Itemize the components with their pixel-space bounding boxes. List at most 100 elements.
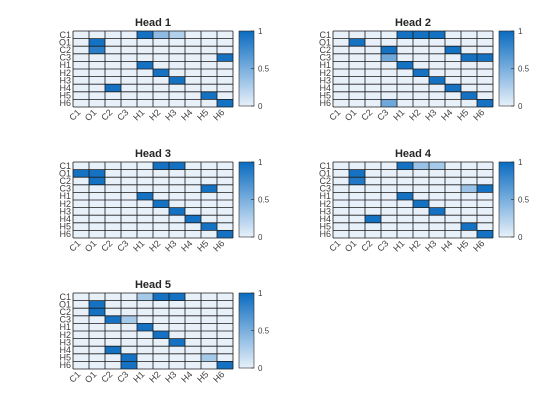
heatmap-cell (185, 230, 201, 238)
colorbar-tick-label: 0.5 (518, 65, 530, 74)
heatmap-cell (137, 338, 153, 347)
heatmap-cell (73, 46, 89, 54)
panel-title: Head 2 (395, 17, 431, 29)
heatmap-cell (413, 38, 429, 47)
heatmap-cell (185, 215, 201, 223)
y-tick-label: H1 (59, 191, 71, 201)
heatmap-cell (185, 308, 201, 316)
heatmap-cell (461, 46, 477, 54)
heatmap-cell (333, 99, 349, 107)
heatmap-cell (169, 91, 185, 100)
heatmap-cell (153, 300, 169, 309)
heatmap-cell (365, 177, 381, 185)
heatmap-cell (89, 230, 105, 238)
heatmap-cell (461, 61, 477, 69)
heatmap-cell (201, 99, 217, 107)
heatmap-cell (365, 69, 381, 77)
heatmap-cell (429, 207, 445, 216)
heatmap-cell (169, 331, 185, 339)
heatmap-cell (477, 207, 493, 216)
heatmap-cell (397, 177, 413, 185)
heatmap-cell (169, 300, 185, 309)
heatmap-cell (185, 315, 201, 324)
heatmap-cell (153, 61, 169, 69)
heatmap-cell (185, 31, 201, 39)
y-tick-label: O1 (319, 168, 331, 178)
heatmap-cell (73, 230, 89, 238)
heatmap-cell (445, 207, 461, 216)
heatmap-cell (333, 230, 349, 238)
heatmap-cell (413, 53, 429, 62)
heatmap-cell (169, 207, 185, 216)
heatmap-cell (217, 76, 233, 85)
heatmap-cell (413, 99, 429, 107)
heatmap-cell (461, 38, 477, 47)
heatmap-cell (153, 38, 169, 47)
y-tick-label: C3 (59, 53, 71, 63)
heatmap-cell (201, 300, 217, 309)
y-tick-label: H5 (59, 353, 71, 363)
x-tick-label: H6 (471, 238, 486, 253)
heatmap-cell (185, 162, 201, 170)
y-tick-label: C1 (319, 161, 331, 171)
heatmap-cell (169, 169, 185, 178)
colorbar-tick-label: 0 (258, 364, 263, 373)
heatmap-cell (185, 346, 201, 354)
heatmap-cell (413, 61, 429, 69)
heatmap-cell (185, 293, 201, 301)
heatmap-cell (73, 300, 89, 309)
heatmap-cell (153, 361, 169, 369)
x-tick-label: H3 (423, 238, 438, 253)
y-tick-label: H4 (59, 345, 71, 355)
heatmap-cell (185, 76, 201, 85)
heatmap-cell (461, 31, 477, 39)
heatmap-cell (121, 162, 137, 170)
heatmap-cell (137, 353, 153, 362)
heatmap-cell (137, 31, 153, 39)
heatmap-cell (461, 69, 477, 77)
y-tick-label: H2 (319, 199, 331, 209)
x-tick-label: H5 (195, 369, 210, 384)
heatmap-cell (333, 169, 349, 178)
heatmap-cell (477, 31, 493, 39)
heatmap-cell (333, 84, 349, 92)
heatmap-cell (397, 184, 413, 193)
heatmap-cell (105, 361, 121, 369)
colorbar-tick-label: 0.5 (258, 196, 270, 205)
heatmap-cell (121, 84, 137, 92)
heatmap-cell (137, 293, 153, 301)
heatmap-cell (105, 84, 121, 92)
colorbar-tick-label: 1 (518, 158, 523, 167)
heatmap-cell (105, 99, 121, 107)
heatmap-cell (105, 192, 121, 200)
heatmap-cell (413, 162, 429, 170)
heatmap-cell (201, 91, 217, 100)
heatmap-cell (413, 184, 429, 193)
y-tick-label: H6 (59, 98, 71, 108)
heatmap-cell (169, 338, 185, 347)
heatmap-cell (105, 69, 121, 77)
heatmap-cell (169, 293, 185, 301)
heatmap-cell (333, 184, 349, 193)
heatmap-cell (381, 200, 397, 208)
heatmap-cell (185, 84, 201, 92)
heatmap-cell (89, 38, 105, 47)
heatmap-cell (477, 184, 493, 193)
heatmap-cell (89, 162, 105, 170)
heatmap-cell (429, 69, 445, 77)
heatmap-cell (477, 61, 493, 69)
heatmap-cell (185, 177, 201, 185)
heatmap-cell (137, 346, 153, 354)
heatmap-cell (137, 215, 153, 223)
heatmap-cell (89, 308, 105, 316)
heatmap-cell (365, 84, 381, 92)
heatmap-cell (169, 76, 185, 85)
heatmap-cell (201, 177, 217, 185)
heatmap-cell (121, 230, 137, 238)
heatmap-cell (397, 215, 413, 223)
x-tick-label: O1 (343, 107, 359, 123)
heatmap-cell (73, 76, 89, 85)
heatmap-cell (105, 338, 121, 347)
y-tick-label: C3 (319, 184, 331, 194)
